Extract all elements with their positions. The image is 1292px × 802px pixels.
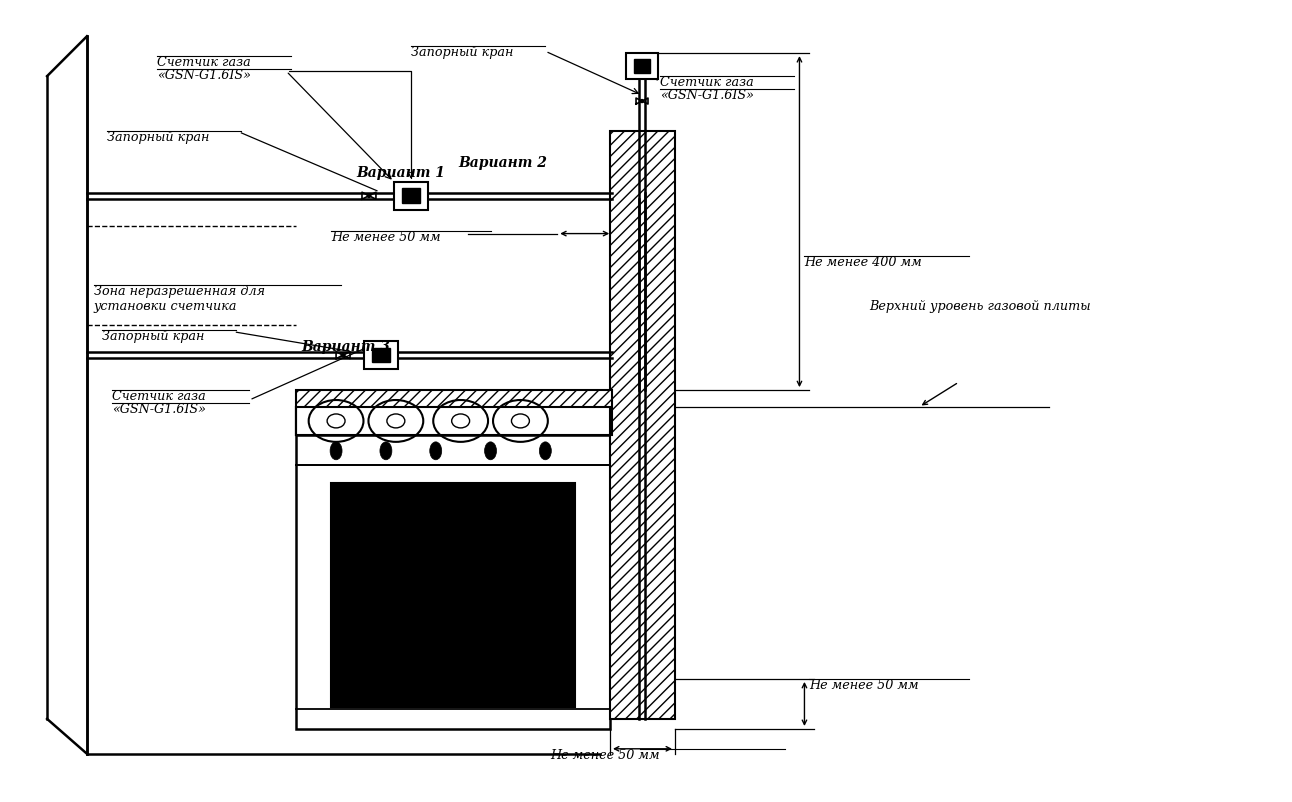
Text: установки счетчика: установки счетчика [94,301,238,314]
Bar [296,390,612,435]
Bar [633,59,650,73]
Text: «GSN-G1.6IS»: «GSN-G1.6IS» [156,69,251,82]
Ellipse shape [484,442,496,460]
Ellipse shape [380,442,391,460]
Text: Не менее 50 мм: Не менее 50 мм [331,231,441,244]
Text: Вариант 1: Вариант 1 [357,166,444,180]
Text: Счетчик газа: Счетчик газа [156,56,251,69]
Text: Зона неразрешенная для: Зона неразрешенная для [94,286,265,298]
Ellipse shape [329,442,342,460]
Text: «GSN-G1.6IS»: «GSN-G1.6IS» [660,89,753,102]
Bar [610,131,674,719]
Text: «GSN-G1.6IS»: «GSN-G1.6IS» [112,403,205,416]
Text: Запорный кран: Запорный кран [107,131,209,144]
Text: Запорный кран: Запорный кран [102,330,204,343]
Ellipse shape [430,442,442,460]
Text: Не менее 50 мм: Не менее 50 мм [809,679,919,692]
Bar [296,407,610,435]
Text: Вариант 3: Вариант 3 [301,340,390,354]
Circle shape [641,99,643,103]
Circle shape [341,354,345,357]
Text: Вариант 2: Вариант 2 [459,156,548,170]
Ellipse shape [539,442,552,460]
Bar [296,435,610,729]
Text: Запорный кран: Запорный кран [411,47,513,59]
Text: Не менее 50 мм: Не менее 50 мм [550,749,660,762]
Text: Счетчик газа: Счетчик газа [112,390,205,403]
Bar [627,53,658,79]
Text: Не менее 400 мм: Не менее 400 мм [805,256,922,269]
Bar [394,182,428,209]
Bar [364,341,398,369]
Text: Счетчик газа: Счетчик газа [660,76,753,89]
Circle shape [367,194,371,197]
Bar [402,188,420,203]
Bar [331,483,575,707]
Bar [372,348,390,363]
Text: Верхний уровень газовой плиты: Верхний уровень газовой плиты [870,301,1090,314]
